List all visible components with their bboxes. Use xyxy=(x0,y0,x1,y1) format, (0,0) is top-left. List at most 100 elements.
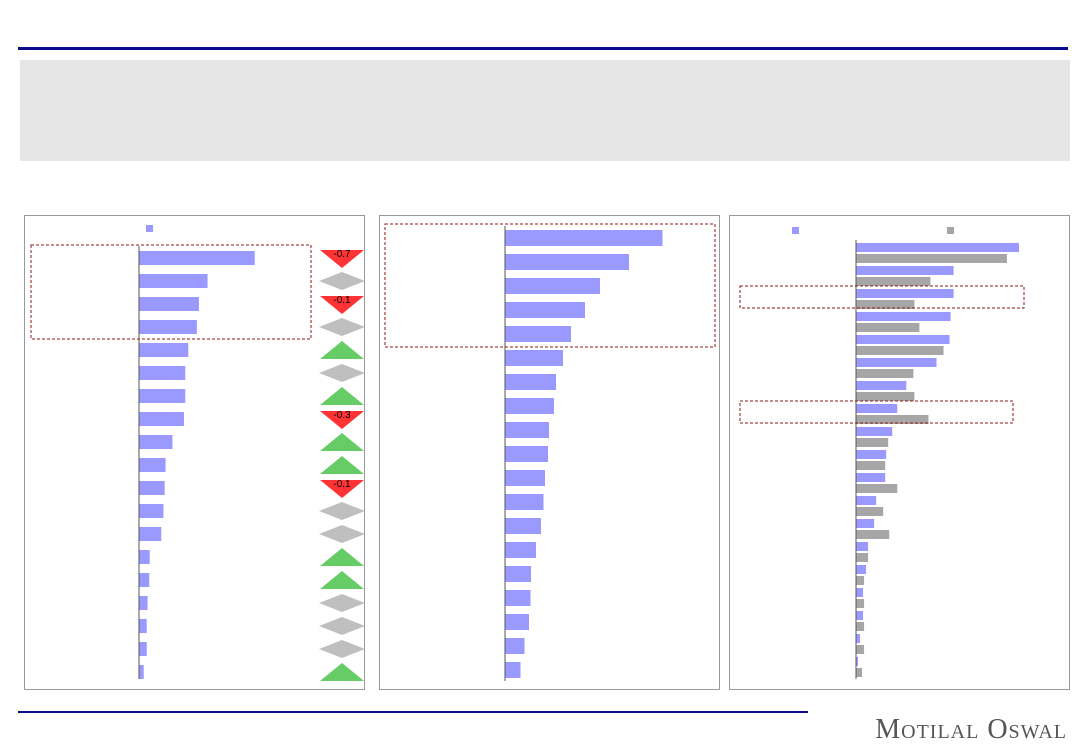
bar-series-1 xyxy=(856,381,907,390)
bar-series-1 xyxy=(856,588,864,597)
bar-series-2 xyxy=(856,392,915,401)
bar-series-2 xyxy=(856,484,898,493)
bar-series-1 xyxy=(856,542,869,551)
bar-series-1 xyxy=(856,404,898,413)
bar xyxy=(139,297,199,311)
change-arrow-down xyxy=(320,296,364,314)
bar-series-1 xyxy=(856,519,875,528)
bar-series-2 xyxy=(856,507,884,516)
bar xyxy=(139,389,186,403)
bar xyxy=(139,642,147,656)
bar xyxy=(139,619,147,633)
bar-series-2 xyxy=(856,668,863,677)
bar-series-1 xyxy=(856,496,877,505)
bar xyxy=(505,494,544,510)
bar xyxy=(505,590,531,606)
bar xyxy=(505,422,549,438)
bar xyxy=(505,614,529,630)
change-arrow-flat xyxy=(319,617,365,635)
bar xyxy=(505,350,563,366)
bar xyxy=(505,302,585,318)
highlight-box xyxy=(739,285,1025,309)
bar-series-2 xyxy=(856,346,944,355)
legend-swatch xyxy=(146,225,153,232)
bar xyxy=(505,254,629,270)
change-arrow-up xyxy=(320,456,364,474)
change-arrow-up xyxy=(320,548,364,566)
highlight-box xyxy=(384,223,716,348)
bar-series-2 xyxy=(856,277,931,286)
change-arrow-up xyxy=(320,387,364,405)
change-arrow-flat xyxy=(319,318,365,336)
bar-series-1 xyxy=(856,450,887,459)
bar xyxy=(505,470,545,486)
bar xyxy=(139,481,165,495)
chart-1: -0.7 -0.1 -0.3 -0.1 xyxy=(30,225,365,681)
bar xyxy=(505,638,525,654)
bar xyxy=(505,542,536,558)
legend-swatch-1 xyxy=(792,227,799,234)
bar xyxy=(139,596,148,610)
change-label: -0.1 xyxy=(333,295,351,306)
bar-series-2 xyxy=(856,645,865,654)
chart-panel-3 xyxy=(729,215,1070,690)
bar-series-1 xyxy=(856,335,950,344)
bar xyxy=(505,398,554,414)
bar-series-1 xyxy=(856,312,951,321)
bar-series-1 xyxy=(856,358,937,367)
bar xyxy=(139,274,208,288)
chart-panel-1: -0.7 -0.1 -0.3 -0.1 xyxy=(24,215,365,690)
bar-series-2 xyxy=(856,530,890,539)
change-label: -0.1 xyxy=(333,479,351,490)
bar-series-2 xyxy=(856,461,886,470)
bar xyxy=(139,320,197,334)
bar-series-1 xyxy=(856,243,1019,252)
bar-series-2 xyxy=(856,438,889,447)
change-arrow-flat xyxy=(319,640,365,658)
bar xyxy=(139,251,255,265)
change-arrow-down xyxy=(320,250,364,268)
change-arrow-flat xyxy=(319,364,365,382)
bar xyxy=(139,412,184,426)
bar-series-1 xyxy=(856,565,867,574)
change-arrow-up xyxy=(320,341,364,359)
bar-series-2 xyxy=(856,369,914,378)
title-banner xyxy=(20,60,1070,161)
bar-series-2 xyxy=(856,553,869,562)
change-arrow-flat xyxy=(319,594,365,612)
bar-series-1 xyxy=(856,473,886,482)
header-rule xyxy=(18,47,1068,50)
bar xyxy=(139,366,186,380)
bar-series-2 xyxy=(856,415,929,424)
bar xyxy=(139,573,150,587)
bar-series-1 xyxy=(856,634,861,643)
bar xyxy=(139,504,164,518)
bar-series-2 xyxy=(856,576,865,585)
highlight-box xyxy=(30,244,312,340)
highlight-box xyxy=(739,400,1014,424)
brand-logo: Motilal Oswal xyxy=(875,714,1067,745)
bar-series-2 xyxy=(856,300,915,309)
bar-series-1 xyxy=(856,427,893,436)
bar xyxy=(505,662,521,678)
bar-series-1 xyxy=(856,289,954,298)
footer-rule xyxy=(18,711,808,713)
bar xyxy=(505,446,548,462)
bar xyxy=(505,326,571,342)
bar xyxy=(139,527,162,541)
chart-panel-2 xyxy=(379,215,720,690)
bar-series-2 xyxy=(856,599,865,608)
bar xyxy=(505,374,556,390)
bar-series-2 xyxy=(856,323,920,332)
change-arrow-up xyxy=(320,433,364,451)
bar xyxy=(139,665,144,679)
change-arrow-flat xyxy=(319,502,365,520)
bar xyxy=(505,518,541,534)
bar xyxy=(505,278,600,294)
change-label: -0.7 xyxy=(333,249,351,260)
change-label: -0.3 xyxy=(333,410,351,421)
bar xyxy=(139,435,173,449)
bar-series-2 xyxy=(856,622,865,631)
chart-3 xyxy=(739,227,1025,679)
bar-series-2 xyxy=(856,254,1007,263)
